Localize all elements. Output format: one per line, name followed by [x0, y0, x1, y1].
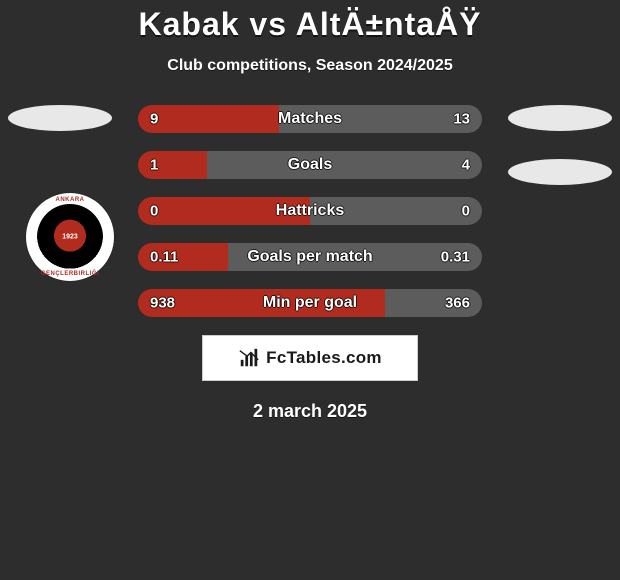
stat-row: 0 0 Hattricks — [138, 197, 482, 225]
stat-row: 9 13 Matches — [138, 105, 482, 133]
stat-label: Goals — [288, 156, 332, 174]
page-title: Kabak vs AltÄ±ntaÅŸ — [0, 0, 620, 43]
club-right-placeholder — [508, 159, 612, 185]
page-subtitle: Club competitions, Season 2024/2025 — [0, 57, 620, 75]
stat-left-fill — [138, 151, 207, 179]
club-left-badge: ANKARA 1923 GENÇLERBIRLIĞI — [26, 193, 114, 281]
stat-left-value: 0.11 — [150, 249, 178, 266]
stat-right-value: 0 — [462, 203, 470, 220]
stat-row: 938 366 Min per goal — [138, 289, 482, 317]
stat-right-fill — [207, 151, 482, 179]
stat-label: Min per goal — [263, 294, 357, 312]
stats-bars: 9 13 Matches 1 4 Goals 0 0 Hattricks 0.11 0.31 Goal… — [138, 105, 482, 317]
stat-right-value: 4 — [462, 157, 470, 174]
brand-box: FcTables.com — [202, 335, 418, 381]
club-badge-top-text: ANKARA — [56, 197, 85, 203]
main-area: ANKARA 1923 GENÇLERBIRLIĞI 9 13 Matches 1 4 G… — [0, 105, 620, 422]
stat-row: 0.11 0.31 Goals per match — [138, 243, 482, 271]
brand-text: FcTables.com — [266, 348, 382, 368]
stat-right-value: 366 — [445, 295, 470, 312]
player-right-avatar-placeholder — [508, 105, 612, 131]
stat-label: Goals per match — [247, 248, 372, 266]
stat-left-value: 9 — [150, 111, 158, 128]
bars-chart-icon — [238, 347, 260, 369]
stat-left-value: 1 — [150, 157, 158, 174]
stat-row: 1 4 Goals — [138, 151, 482, 179]
comparison-date: 2 march 2025 — [0, 401, 620, 422]
stat-left-value: 938 — [150, 295, 175, 312]
stat-right-value: 0.31 — [441, 249, 470, 266]
club-badge-bottom-text: GENÇLERBIRLIĞI — [41, 271, 99, 277]
club-badge-inner: 1923 — [37, 204, 103, 270]
club-badge-year: 1923 — [62, 234, 78, 241]
stat-right-value: 13 — [453, 111, 470, 128]
stat-label: Hattricks — [276, 202, 344, 220]
stat-left-value: 0 — [150, 203, 158, 220]
stat-left-fill — [138, 105, 279, 133]
player-left-avatar-placeholder — [8, 105, 112, 131]
stat-label: Matches — [278, 110, 342, 128]
